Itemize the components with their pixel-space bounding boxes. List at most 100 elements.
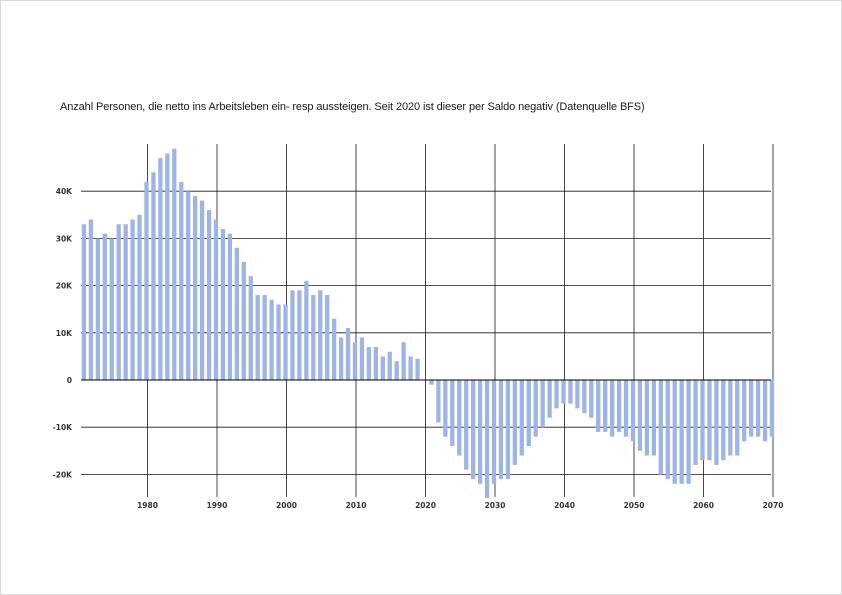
bar-2050 xyxy=(630,380,636,442)
bar-2064 xyxy=(728,380,733,456)
bar-2038 xyxy=(547,380,552,418)
bar-2045 xyxy=(596,380,601,432)
bar-2026 xyxy=(464,380,469,470)
x-tick-label: 2070 xyxy=(763,501,784,510)
bar-2025 xyxy=(457,380,462,456)
bar-2014 xyxy=(380,356,385,380)
bar-2051 xyxy=(637,380,643,451)
bar-2066 xyxy=(742,380,747,442)
bar-2013 xyxy=(373,346,378,380)
bar-2060 xyxy=(700,380,705,461)
x-tick-label: 2030 xyxy=(485,501,506,510)
bar-1998 xyxy=(269,299,274,380)
x-tick-label: 2020 xyxy=(415,501,436,510)
bar-2042 xyxy=(575,380,580,409)
bar-2056 xyxy=(672,380,677,484)
bar-2007 xyxy=(332,318,337,380)
y-tick-label: -10K xyxy=(53,423,74,432)
bar-1973 xyxy=(95,238,100,380)
bar-2034 xyxy=(519,380,524,456)
bar-2006 xyxy=(325,295,330,380)
bar-2002 xyxy=(297,290,302,380)
bar-2037 xyxy=(540,380,545,428)
bar-1987 xyxy=(193,195,198,380)
bar-2016 xyxy=(394,361,399,380)
bar-2009 xyxy=(345,328,351,380)
x-tick-label: 1990 xyxy=(207,501,228,510)
bar-2049 xyxy=(623,380,629,437)
bar-1988 xyxy=(199,200,205,380)
bar-1991 xyxy=(220,228,226,380)
bar-1971 xyxy=(81,224,87,380)
bar-2022 xyxy=(436,380,441,423)
bar-2023 xyxy=(443,380,448,437)
bars xyxy=(81,148,775,498)
bar-2008 xyxy=(338,337,344,380)
bar-2015 xyxy=(387,351,392,380)
bar-2046 xyxy=(603,380,608,432)
bar-1974 xyxy=(102,233,107,380)
y-tick-label: 20K xyxy=(56,282,73,291)
bar-1978 xyxy=(130,219,135,380)
bar-1989 xyxy=(206,210,212,380)
bar-2017 xyxy=(401,342,406,380)
x-axis-ticks: 1980 1990 2000 2010 2020 2030 2040 2050 2060 2070 xyxy=(137,501,783,510)
bar-2047 xyxy=(610,380,615,437)
bar-1999 xyxy=(276,304,281,380)
bar-2041 xyxy=(568,380,573,404)
y-axis-ticks: -20K -10K 0 10K 20K 30K 40K xyxy=(53,187,74,479)
bar-2055 xyxy=(665,380,670,480)
chart-title: Anzahl Personen, die netto ins Arbeitsle… xyxy=(60,101,645,113)
bar-1976 xyxy=(116,224,121,380)
bar-1995 xyxy=(248,276,253,380)
bar-1992 xyxy=(227,233,233,380)
bar-2004 xyxy=(311,295,316,380)
bar-1993 xyxy=(234,247,239,380)
x-tick-label: 2050 xyxy=(624,501,645,510)
bar-2069 xyxy=(762,380,768,442)
bar-2040 xyxy=(561,380,566,404)
bar-1985 xyxy=(179,181,184,380)
y-tick-label: 30K xyxy=(56,234,73,243)
bar-1983 xyxy=(165,153,170,380)
bar-2019 xyxy=(415,358,420,380)
y-tick-label: 0 xyxy=(67,376,72,385)
bar-2028 xyxy=(477,380,483,484)
bar-1982 xyxy=(158,158,163,380)
bar-2057 xyxy=(679,380,684,484)
bar-2063 xyxy=(721,380,726,461)
bar-2031 xyxy=(498,380,504,480)
bar-2027 xyxy=(471,380,476,480)
bar-2053 xyxy=(651,380,656,456)
bar-2067 xyxy=(749,380,754,437)
bar-1997 xyxy=(262,295,267,380)
y-tick-label: -20K xyxy=(53,470,74,479)
bar-2065 xyxy=(735,380,740,456)
bar-2024 xyxy=(450,380,455,447)
bar-2059 xyxy=(693,380,698,465)
bar-2048 xyxy=(616,380,622,432)
bar-2044 xyxy=(589,380,594,418)
bar-1980 xyxy=(144,181,149,380)
bar-2000 xyxy=(283,304,288,380)
bar-2010 xyxy=(352,342,358,380)
bar-2036 xyxy=(533,380,538,437)
bar-1981 xyxy=(151,172,156,380)
bar-2062 xyxy=(714,380,719,465)
bar-2070 xyxy=(769,380,775,437)
bar-2035 xyxy=(526,380,531,447)
x-tick-label: 2040 xyxy=(554,501,575,510)
bar-2021 xyxy=(429,380,434,385)
y-tick-label: 10K xyxy=(56,329,73,338)
bar-1977 xyxy=(123,224,128,380)
x-tick-label: 2000 xyxy=(276,501,297,510)
bar-1975 xyxy=(109,238,114,380)
bar-2001 xyxy=(290,290,295,380)
x-tick-label: 1980 xyxy=(137,501,158,510)
bar-1996 xyxy=(255,295,260,380)
bar-2032 xyxy=(505,380,511,480)
bar-2018 xyxy=(408,356,413,380)
bar-2043 xyxy=(582,380,587,414)
x-tick-label: 2060 xyxy=(693,501,714,510)
